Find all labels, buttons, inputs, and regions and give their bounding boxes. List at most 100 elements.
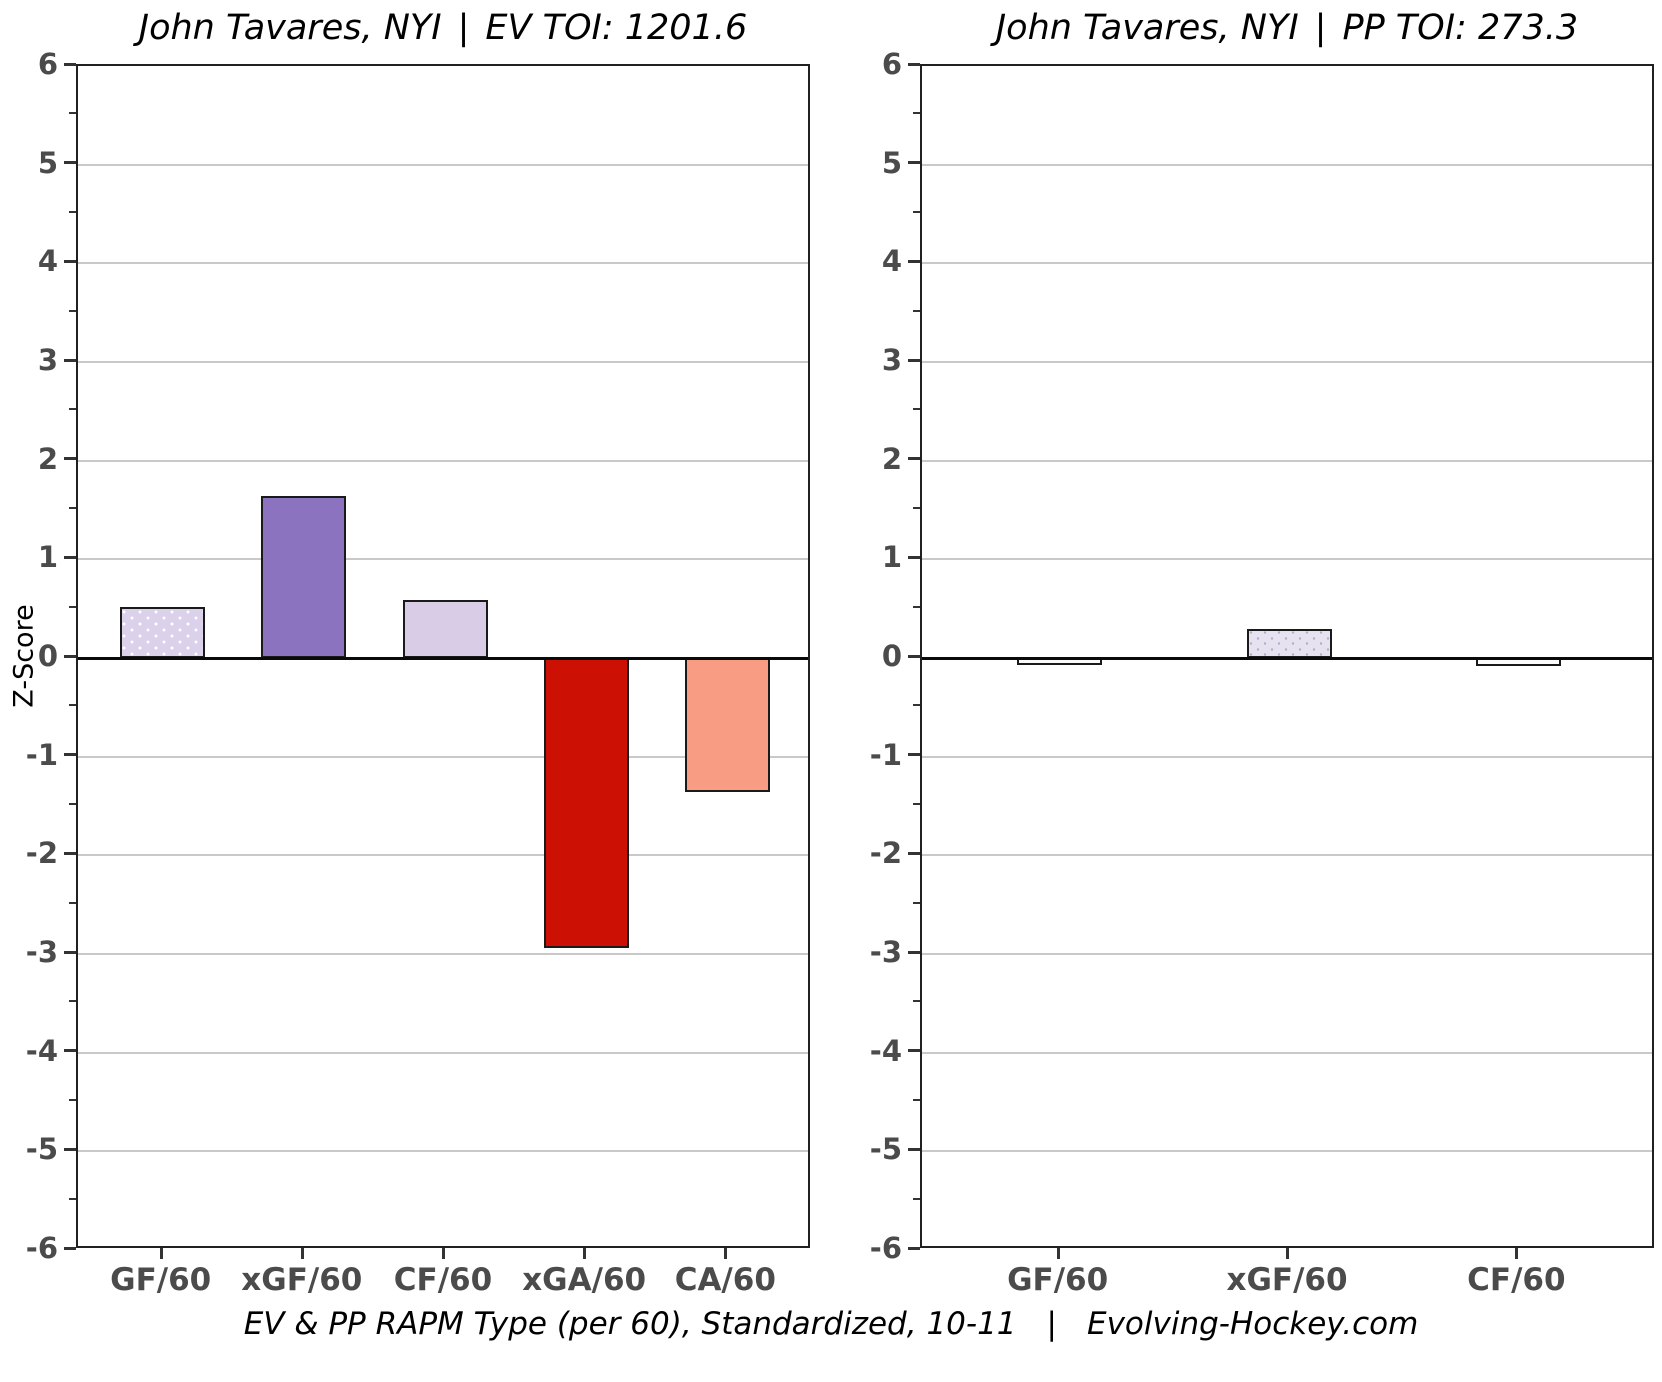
- title-player-pp: John Tavares, NYI: [995, 8, 1299, 48]
- gridline-y1: [922, 558, 1652, 561]
- y-minor-tick: [69, 408, 76, 411]
- bar-ev-xGA/60: [543, 658, 629, 949]
- x-tick-ev-CA/60: [724, 1248, 728, 1259]
- y-minor-tick: [913, 803, 920, 805]
- y-minor-tick: [69, 605, 76, 608]
- y-minor-tick: [69, 1000, 76, 1003]
- x-tick-label-ev-CF/60: CF/60: [393, 1262, 493, 1298]
- y-tick-pp--2: [908, 851, 920, 855]
- gridline-y2: [922, 459, 1652, 462]
- y-tick-pp-5: [908, 161, 920, 165]
- y-tick-label-ev-0: 0: [37, 639, 58, 673]
- y-tick-label-ev-1: 1: [37, 540, 58, 575]
- y-tick-pp--3: [908, 950, 920, 954]
- y-tick-label-ev--4: -4: [25, 1033, 58, 1068]
- plot-area-ev: [76, 64, 810, 1248]
- title-separator-ev: |: [457, 8, 470, 48]
- y-tick-label-ev-3: 3: [37, 343, 58, 377]
- title-player-ev: John Tavares, NYI: [138, 8, 442, 48]
- y-tick-label-pp--1: -1: [869, 737, 902, 772]
- y-tick-label-pp-2: 2: [881, 441, 902, 476]
- y-tick-ev-3: [64, 358, 76, 362]
- y-tick-pp-3: [908, 358, 920, 362]
- plot-area-pp: [920, 64, 1654, 1248]
- x-tick-label-ev-xGF/60: xGF/60: [241, 1262, 363, 1298]
- gridline-y-2: [922, 854, 1652, 857]
- chart-title-ev: John Tavares, NYI | EV TOI: 1201.6: [76, 8, 810, 48]
- y-tick-label-pp--6: -6: [869, 1231, 902, 1265]
- chart-title-pp: John Tavares, NYI | PP TOI: 273.3: [920, 8, 1654, 48]
- y-minor-tick: [69, 112, 76, 115]
- y-tick-ev-1: [64, 555, 76, 559]
- gridline-y-1: [78, 755, 808, 758]
- y-tick-label-ev-6: 6: [37, 47, 58, 81]
- y-minor-tick: [913, 605, 920, 608]
- gridline-y5: [922, 163, 1652, 166]
- y-tick-label-pp-1: 1: [881, 540, 902, 575]
- gridline-y3: [922, 361, 1652, 363]
- y-minor-tick: [913, 1000, 920, 1003]
- caption-separator: |: [1046, 1306, 1057, 1342]
- y-tick-label-pp-3: 3: [881, 343, 902, 377]
- y-tick-ev-4: [64, 259, 76, 263]
- y-minor-tick: [69, 1099, 76, 1101]
- x-tick-label-pp-CF/60: CF/60: [1467, 1262, 1566, 1298]
- y-tick-ev--3: [64, 950, 76, 954]
- y-tick-ev--4: [64, 1049, 76, 1053]
- gridline-y-4: [78, 1051, 808, 1054]
- y-tick-label-pp--2: -2: [869, 836, 902, 871]
- y-tick-label-ev--3: -3: [25, 935, 58, 969]
- title-toi-pp: PP TOI: 273.3: [1342, 8, 1579, 48]
- y-minor-tick: [69, 803, 76, 805]
- caption-site: Evolving-Hockey.com: [1086, 1306, 1419, 1342]
- bar-pp-xGF/60: [1246, 629, 1332, 658]
- y-minor-tick: [913, 211, 920, 213]
- x-tick-label-pp-GF/60: GF/60: [1007, 1262, 1109, 1298]
- bar-ev-CF/60: [402, 599, 488, 658]
- gridline-y-3: [922, 953, 1652, 955]
- gridline-y-4: [922, 1051, 1652, 1054]
- gridline-y5: [78, 163, 808, 166]
- y-minor-tick: [913, 1099, 920, 1101]
- y-tick-ev-2: [64, 457, 76, 461]
- y-tick-pp-1: [908, 555, 920, 559]
- y-tick-label-pp--5: -5: [869, 1132, 902, 1167]
- y-tick-pp-6: [908, 62, 920, 66]
- y-tick-label-ev-5: 5: [37, 145, 58, 180]
- y-tick-pp--5: [908, 1147, 920, 1151]
- y-tick-pp-0: [908, 654, 920, 658]
- y-minor-tick: [913, 408, 920, 411]
- y-tick-label-pp-0: 0: [881, 639, 902, 673]
- y-minor-tick: [913, 309, 920, 312]
- y-minor-tick: [69, 901, 76, 904]
- y-minor-tick: [913, 704, 920, 707]
- y-tick-ev--6: [64, 1246, 76, 1250]
- x-tick-label-pp-xGF/60: xGF/60: [1226, 1262, 1348, 1298]
- gridline-y-2: [78, 854, 808, 857]
- gridline-y-1: [922, 755, 1652, 758]
- y-minor-tick: [913, 112, 920, 115]
- gridline-y-5: [922, 1150, 1652, 1153]
- y-tick-label-pp--3: -3: [869, 935, 902, 969]
- gridline-y4: [78, 262, 808, 265]
- y-minor-tick: [69, 704, 76, 707]
- gridline-y-5: [78, 1150, 808, 1153]
- y-tick-ev-5: [64, 161, 76, 165]
- bar-ev-xGF/60: [261, 496, 347, 658]
- y-tick-label-pp--4: -4: [869, 1033, 902, 1068]
- y-minor-tick: [913, 507, 920, 509]
- gridline-y4: [922, 262, 1652, 265]
- caption-text: EV & PP RAPM Type (per 60), Standardized…: [243, 1306, 1017, 1342]
- y-tick-label-ev--5: -5: [25, 1132, 58, 1167]
- y-tick-pp--4: [908, 1049, 920, 1053]
- title-toi-ev: EV TOI: 1201.6: [485, 8, 748, 48]
- y-minor-tick: [69, 1197, 76, 1200]
- y-tick-label-ev-4: 4: [37, 244, 58, 279]
- x-tick-pp-CF/60: [1515, 1248, 1519, 1259]
- y-minor-tick: [913, 901, 920, 904]
- y-tick-ev--2: [64, 851, 76, 855]
- y-tick-ev-6: [64, 62, 76, 66]
- gridline-y1: [78, 558, 808, 561]
- y-tick-pp--1: [908, 753, 920, 757]
- y-tick-ev-0: [64, 654, 76, 658]
